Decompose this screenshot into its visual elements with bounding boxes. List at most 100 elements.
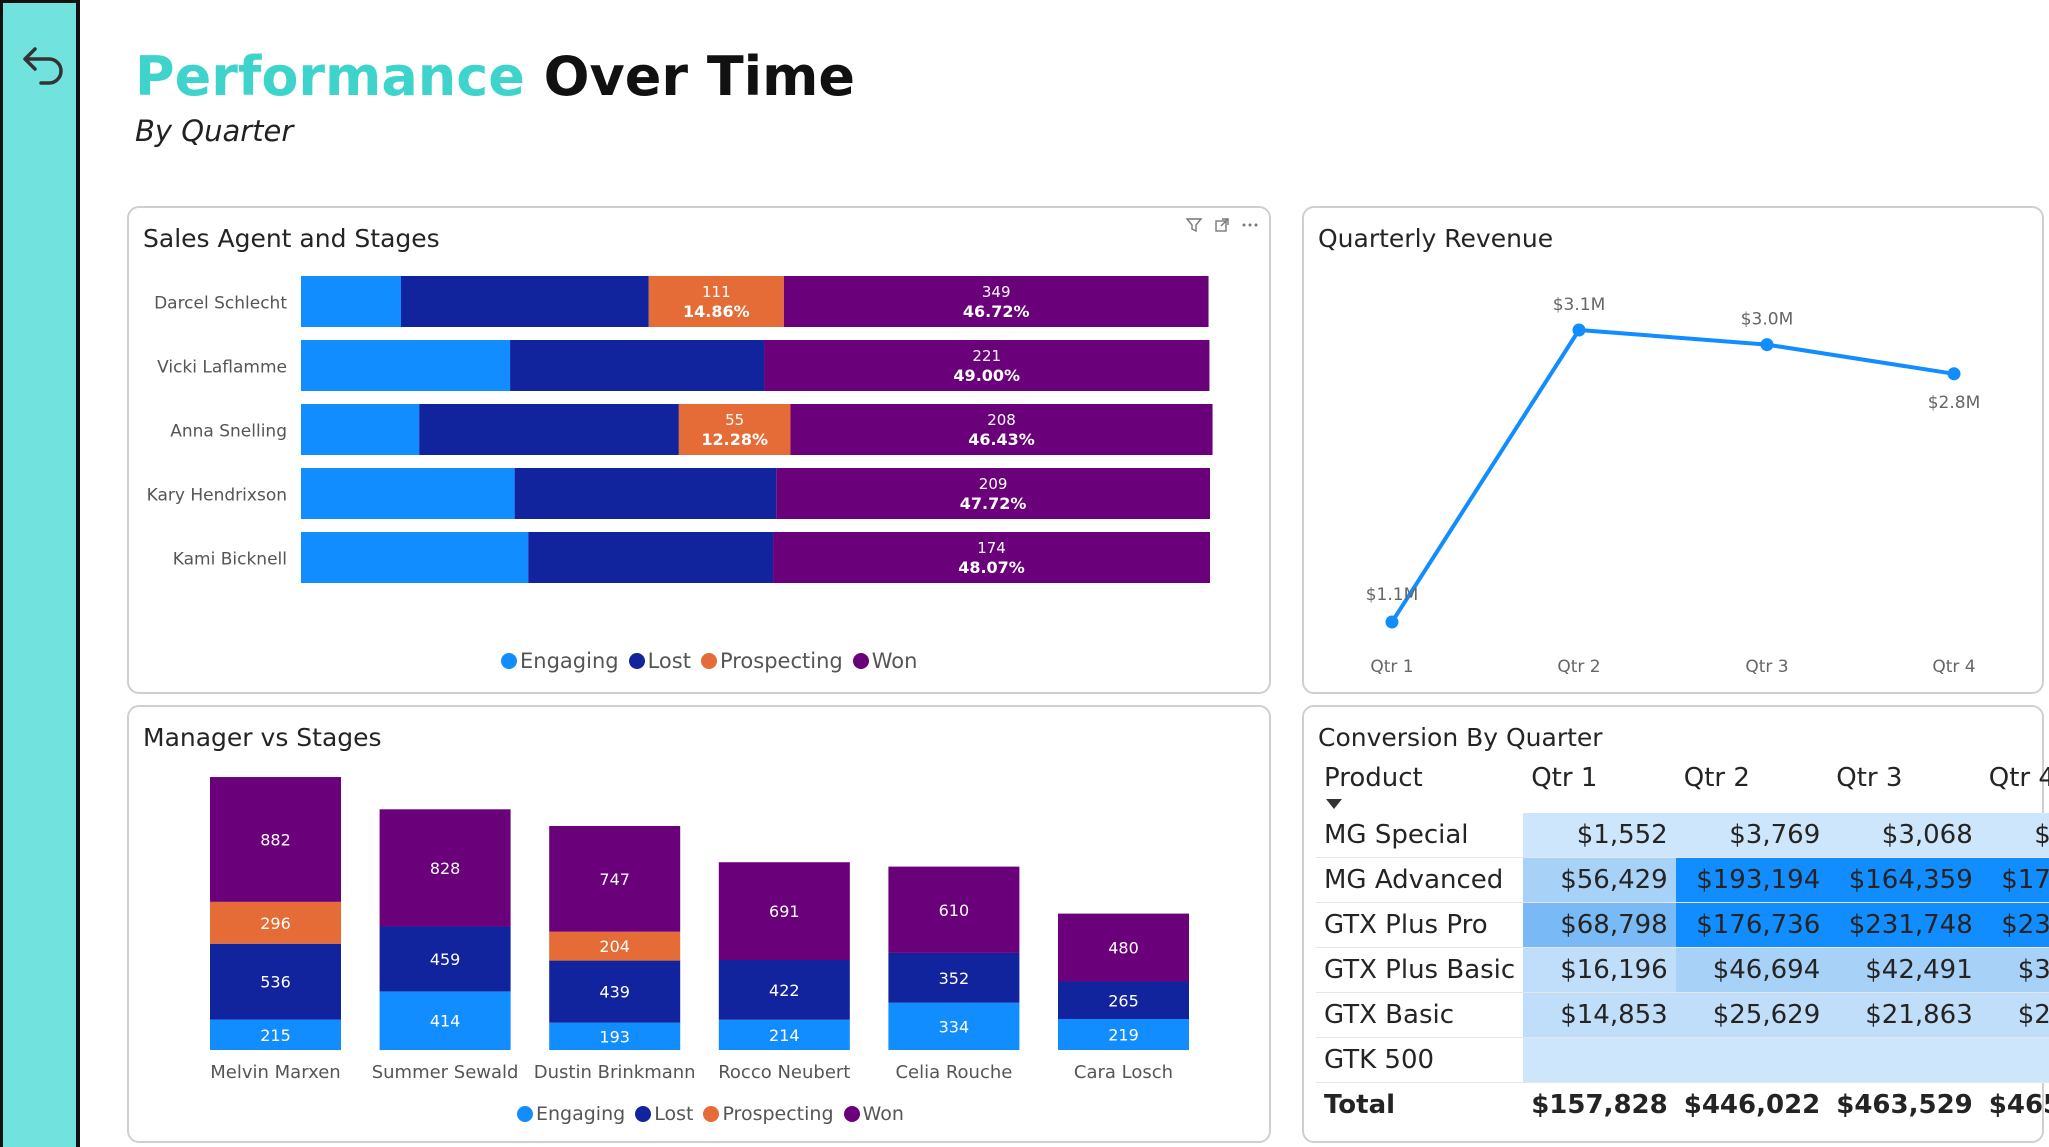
value-cell: $171,493 [1980,857,2049,903]
manager-stages-title: Manager vs Stages [143,723,382,752]
sort-desc-icon[interactable] [1326,799,1342,809]
value-cell: $21,863 [1828,992,1981,1038]
conversion-by-quarter-title: Conversion By Quarter [1318,723,1603,752]
legend-label: Lost [654,1103,694,1125]
legend-item-won[interactable]: Won [843,1103,904,1125]
agent-bar-won [790,404,1213,455]
visual-header-tools [1185,216,1259,234]
quarterly-revenue-chart: $1.1M Qtr 1 $3.1M Qtr 2 $3.0M Qtr 3 $2.8M Qtr 4 [1366,295,1981,677]
manager-bar-lost [379,926,511,992]
agent-bar-won [783,276,1209,327]
manager-stages-card[interactable]: Manager vs Stages 215 536 296 882 Melvin Mar… [127,705,1271,1143]
manager-bar-value-label: 691 [769,902,800,921]
legend-label: Engaging [520,649,619,673]
legend-item-engaging[interactable]: Engaging [517,1103,625,1125]
table-row[interactable]: GTX Basic$14,853$25,629$21,863$23,255 [1316,992,2049,1038]
product-cell: GTX Plus Basic [1316,947,1524,993]
column-header-product[interactable]: Product [1316,757,1523,813]
agent-bar-won [773,532,1210,583]
product-cell: MG Special [1316,813,1524,858]
table-row[interactable]: MG Special$1,552$3,769$3,068$3,230 [1316,813,2049,858]
legend-item-engaging[interactable]: Engaging [501,649,619,673]
manager-bar-engaging [1058,1019,1189,1050]
value-cell: $3,769 [1675,813,1829,858]
legend-dot [852,653,869,669]
manager-bar-value-label: 828 [430,859,461,878]
legend-dot [700,653,717,669]
column-header-qtr4[interactable]: Qtr 4 [1988,763,2049,793]
manager-bar-value-label: 296 [260,914,291,933]
agent-bar-lost [400,276,649,327]
value-cell [1828,1037,1981,1083]
conversion-by-quarter-card[interactable]: Conversion By Quarter Product Qtr 1 Qtr … [1302,705,2049,1143]
legend-label: Won [862,1103,904,1125]
legend-item-prospecting[interactable]: Prospecting [703,1103,834,1125]
agent-bar-engaging [301,468,515,519]
agent-bar-engaging [301,276,401,327]
legend-dot [517,1106,533,1122]
page-title: Performance Over Time [135,44,855,110]
legend-dot [843,1106,860,1122]
undo-arrow-icon[interactable] [21,41,67,87]
column-header-qtr3[interactable]: Qtr 3 [1836,763,1903,793]
legend-item-won[interactable]: Won [852,649,917,673]
manager-bar-value-label: 882 [260,830,291,849]
table-row[interactable]: GTK 500 $0 [1316,1037,2049,1083]
quarterly-revenue-card[interactable]: Quarterly Revenue $1.1M Qtr 1 $3.1M Qtr 2 $3… [1302,206,2044,694]
product-cell: GTX Plus Pro [1316,902,1524,948]
page-header: Performance Over Time By Quarter [135,44,855,148]
revenue-point [1947,367,1961,381]
filter-icon[interactable] [1185,216,1203,234]
agent-bar-value-label: 208 [987,411,1016,429]
more-options-icon[interactable] [1241,216,1259,234]
value-cell: $3,230 [1980,813,2049,858]
manager-category-label: Rocco Neubert [718,1062,850,1083]
page-subtitle: By Quarter [135,114,294,148]
value-cell: $1,552 [1523,813,1676,858]
value-cell: $0 [1980,1037,2049,1083]
agent-bar-percent-label: 48.07% [958,558,1025,577]
agent-category-label: Darcel Schlecht [154,294,287,314]
column-header-qtr2[interactable]: Qtr 2 [1683,763,1750,793]
manager-legend: Engaging Lost Prospecting Won [517,1103,904,1125]
value-cell: $176,736 [1675,902,1829,948]
agent-bar-lost [528,532,774,583]
revenue-data-label: $1.1M [1366,585,1419,605]
legend-item-lost[interactable]: Lost [635,1103,693,1125]
manager-bar-won [888,866,1020,953]
agent-bar-percent-label: 12.28% [701,430,768,449]
total-value-cell: $463,529 [1836,1090,1973,1120]
legend-item-lost[interactable]: Lost [628,649,691,673]
value-cell: $42,491 [1828,947,1981,993]
value-cell: $68,798 [1523,902,1676,948]
table-row[interactable]: GTX Plus Basic$16,196$46,694$42,491$36,3… [1316,947,2049,993]
product-cell: GTX Basic [1316,992,1524,1038]
agent-bar-engaging [301,404,420,455]
manager-bar-value-label: 265 [1108,991,1139,1010]
revenue-data-label: $2.8M [1928,393,1981,413]
manager-bar-lost [718,960,850,1020]
legend-item-prospecting[interactable]: Prospecting [700,649,843,673]
manager-bar-prospecting [549,931,681,961]
revenue-data-label: $3.1M [1553,295,1606,315]
agent-bar-won [776,468,1210,519]
sales-agent-stages-card[interactable]: Sales Agent and Stages Darcel Schlecht 11… [127,206,1271,694]
table-row[interactable]: MG Advanced$56,429$193,194$164,359$171,4… [1316,857,2049,903]
legend-dot [703,1106,720,1122]
value-cell: $16,196 [1523,947,1676,993]
table-row[interactable]: GTX Plus Pro$68,798$176,736$231,748$230,… [1316,902,2049,948]
legend-label: Prospecting [719,649,843,673]
focus-mode-icon[interactable] [1213,216,1231,234]
manager-bar-engaging [718,1019,850,1050]
manager-bar-value-label: 610 [939,901,970,920]
manager-bar-value-label: 193 [599,1027,630,1046]
agent-bar-lost [510,340,765,391]
value-cell: $56,429 [1523,857,1676,903]
manager-bar-value-label: 747 [599,870,630,889]
value-cell: $164,359 [1828,857,1981,903]
quarterly-revenue-title: Quarterly Revenue [1318,224,1554,253]
column-header-qtr1[interactable]: Qtr 1 [1531,763,1598,793]
revenue-x-tick: Qtr 3 [1745,657,1788,677]
revenue-data-label: $3.0M [1741,310,1794,330]
agent-bar-engaging [301,340,511,391]
